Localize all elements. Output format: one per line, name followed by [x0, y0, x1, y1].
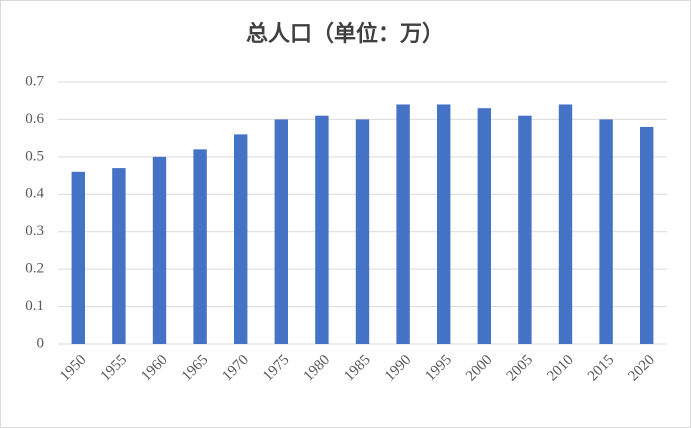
bar — [193, 149, 207, 344]
bar — [640, 126, 654, 345]
bar — [355, 119, 370, 344]
bar — [599, 119, 613, 344]
bar — [234, 134, 248, 344]
bar — [558, 104, 573, 344]
bar — [71, 171, 85, 344]
y-tick-label: 0 — [37, 335, 45, 351]
bar — [396, 104, 410, 344]
bar — [112, 168, 126, 344]
bar — [518, 115, 532, 344]
bar — [437, 104, 451, 344]
y-tick-label: 0.4 — [25, 186, 44, 202]
y-tick-label: 0.7 — [25, 73, 44, 89]
y-tick-label: 0.1 — [25, 298, 44, 314]
bar — [152, 156, 167, 344]
y-tick-label: 0.3 — [25, 223, 44, 239]
bar — [477, 108, 491, 344]
y-tick-label: 0.2 — [25, 261, 44, 277]
y-tick-label: 0.6 — [25, 111, 44, 127]
chart-title: 总人口（单位：万） — [246, 21, 444, 46]
bar — [274, 119, 288, 344]
bar — [315, 115, 329, 344]
y-tick-label: 0.5 — [25, 148, 44, 164]
